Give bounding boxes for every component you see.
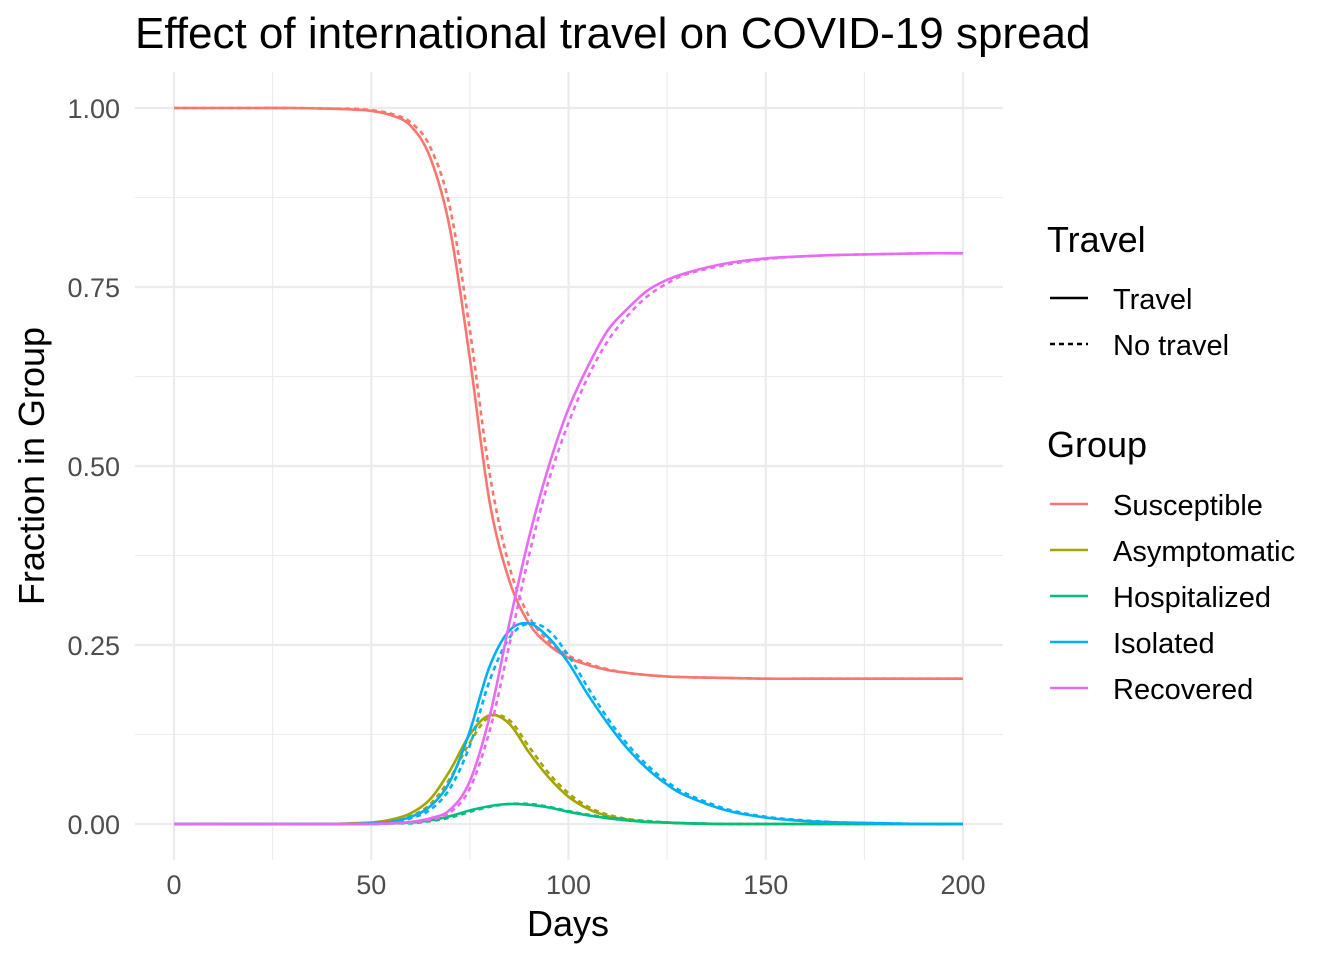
legend-travel: Travel Travel No travel: [1047, 219, 1229, 362]
x-tick-label: 100: [546, 870, 591, 900]
series-line-susceptible-no-travel: [173, 106, 963, 681]
y-axis-title: Fraction in Group: [11, 327, 52, 605]
legend-group-title: Group: [1047, 424, 1147, 465]
y-tick-label: 1.00: [67, 94, 120, 124]
legend-label: Asymptomatic: [1113, 536, 1295, 568]
grid: [135, 72, 1003, 860]
legend-label: Susceptible: [1113, 490, 1263, 522]
legend-group: Group Susceptible Asymptomatic Hospitalize…: [1047, 424, 1295, 706]
x-tick-label: 50: [356, 870, 386, 900]
series-line-recovered-no-travel: [174, 251, 964, 826]
series-lines: [173, 106, 964, 826]
chart-title: Effect of international travel on COVID-…: [135, 9, 1090, 58]
series-line-hospitalized-no-travel: [174, 802, 963, 826]
x-tick-label: 200: [940, 870, 985, 900]
y-tick-label: 0.25: [67, 631, 120, 661]
y-tick-label: 0.00: [67, 810, 120, 840]
legend-label: Isolated: [1113, 628, 1215, 660]
legend-label: Recovered: [1113, 674, 1253, 706]
y-tick-label: 0.75: [67, 273, 120, 303]
legend-label: Hospitalized: [1113, 582, 1271, 614]
plot-panel: [135, 72, 1003, 860]
legend-travel-title: Travel: [1047, 219, 1146, 260]
x-tick-label: 0: [166, 870, 181, 900]
x-axis-title: Days: [527, 903, 609, 944]
legend-label: Travel: [1113, 284, 1193, 316]
y-axis-ticks: 0.00 0.25 0.50 0.75 1.00: [67, 94, 120, 840]
x-axis-ticks: 0 50 100 150 200: [166, 870, 985, 900]
legend-label: No travel: [1113, 330, 1229, 362]
x-tick-label: 150: [743, 870, 788, 900]
y-tick-label: 0.50: [67, 452, 120, 482]
